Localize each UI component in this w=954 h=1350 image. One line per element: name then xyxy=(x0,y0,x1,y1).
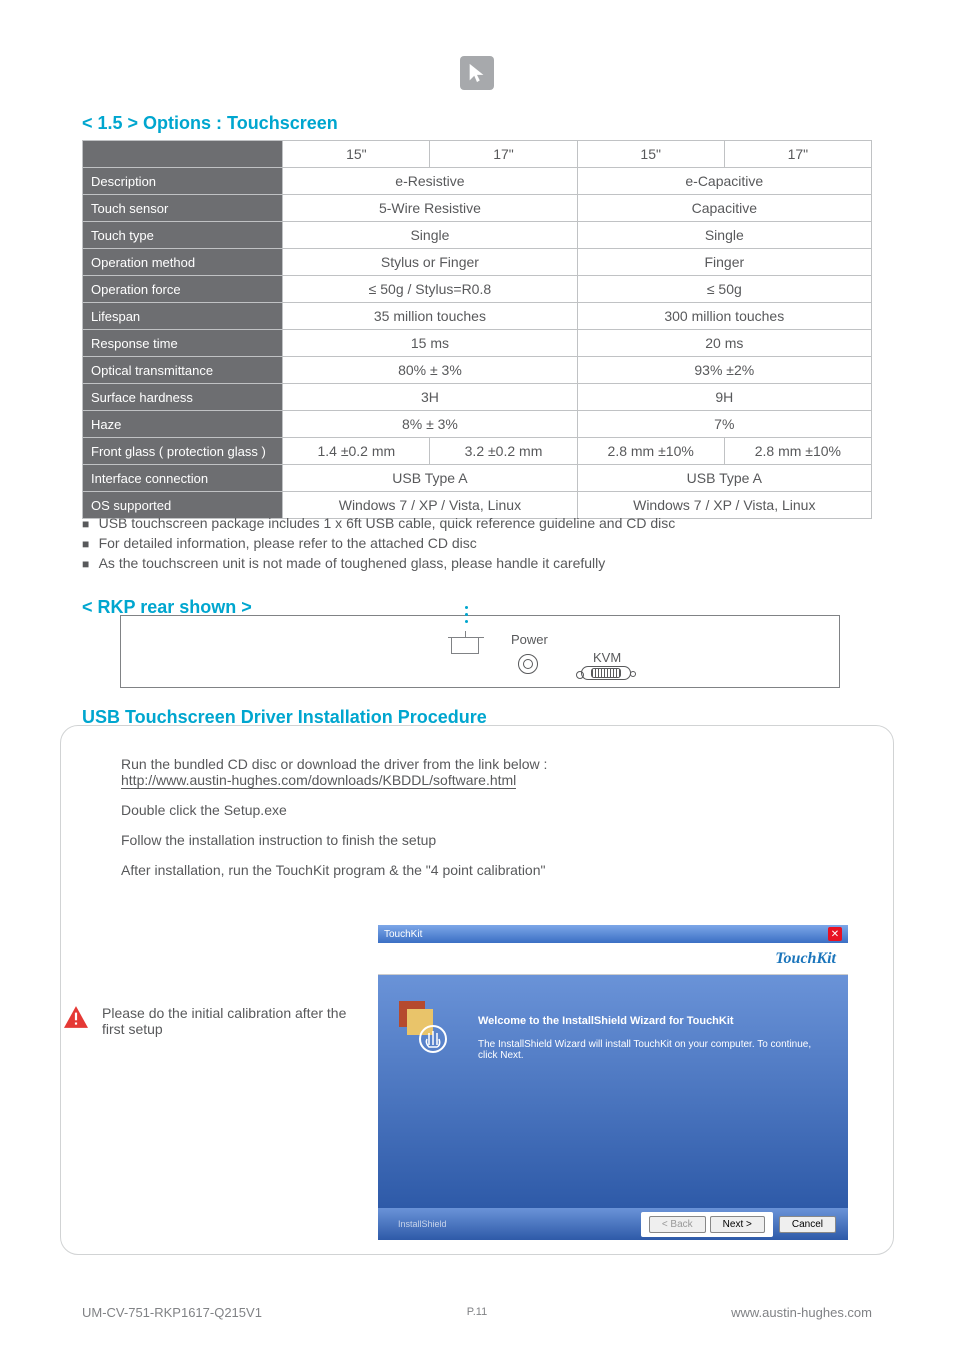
cell: 35 million touches xyxy=(283,303,577,330)
row-label: Optical transmittance xyxy=(83,357,283,384)
page-number: P.11 xyxy=(467,1306,487,1318)
col-header: 15" xyxy=(283,141,430,168)
header-icon xyxy=(460,56,494,90)
installer-welcome-body: The InstallShield Wizard will install To… xyxy=(478,1039,811,1061)
cursor-icon xyxy=(466,62,488,84)
cell: USB Type A xyxy=(283,465,577,492)
step-3: Follow the installation instruction to f… xyxy=(121,832,853,848)
cell: ≤ 50g xyxy=(577,276,871,303)
step-1: Run the bundled CD disc or download the … xyxy=(121,756,853,788)
row-label: Operation method xyxy=(83,249,283,276)
installer-main: Welcome to the InstallShield Wizard for … xyxy=(468,975,848,1208)
cell: 9H xyxy=(577,384,871,411)
footer-url: www.austin-hughes.com xyxy=(731,1305,872,1320)
brand-text: TouchKit xyxy=(775,950,836,968)
row-label: Touch type xyxy=(83,222,283,249)
spec-table: 15" 17" 15" 17" Description e-Resistive … xyxy=(82,140,872,519)
driver-link[interactable]: http://www.austin-hughes.com/downloads/K… xyxy=(121,772,516,789)
steps-list: Run the bundled CD disc or download the … xyxy=(121,756,853,878)
row-label: Description xyxy=(83,168,283,195)
rear-diagram: Power KVM xyxy=(120,615,840,688)
cell: 2.8 mm ±10% xyxy=(577,438,724,465)
row-label: Haze xyxy=(83,411,283,438)
row-label: Interface connection xyxy=(83,465,283,492)
section-title-spec: < 1.5 > Options : Touchscreen xyxy=(82,113,338,134)
row-label xyxy=(83,141,283,168)
col-header: 17" xyxy=(430,141,577,168)
kvm-label: KVM xyxy=(593,650,621,665)
installer-title: TouchKit xyxy=(384,929,422,940)
installshield-label: InstallShield xyxy=(390,1219,447,1229)
cell: e-Resistive xyxy=(283,168,577,195)
step-4: After installation, run the TouchKit pro… xyxy=(121,862,853,878)
cell: 7% xyxy=(577,411,871,438)
note-item: USB touchscreen package includes 1 x 6ft… xyxy=(82,515,675,531)
warning-note: Please do the initial calibration after … xyxy=(62,1005,362,1037)
row-label: Response time xyxy=(83,330,283,357)
cell: Capacitive xyxy=(577,195,871,222)
cell: USB Type A xyxy=(577,465,871,492)
cell: 3.2 ±0.2 mm xyxy=(430,438,577,465)
cell: 8% ± 3% xyxy=(283,411,577,438)
next-button[interactable]: Next > xyxy=(710,1216,765,1233)
cell: 80% ± 3% xyxy=(283,357,577,384)
installer-footer: InstallShield < Back Next > Cancel xyxy=(378,1208,848,1240)
cell: 20 ms xyxy=(577,330,871,357)
cell: 15 ms xyxy=(283,330,577,357)
row-label: Front glass ( protection glass ) xyxy=(83,438,283,465)
cell: Finger xyxy=(577,249,871,276)
note-item: As the touchscreen unit is not made of t… xyxy=(82,555,675,571)
installer-brand: TouchKit xyxy=(378,943,848,975)
installer-titlebar: TouchKit ✕ xyxy=(378,925,848,943)
installer-side xyxy=(378,975,468,1208)
cell: 2.8 mm ±10% xyxy=(724,438,871,465)
note-item: For detailed information, please refer t… xyxy=(82,535,675,551)
cell: 1.4 ±0.2 mm xyxy=(283,438,430,465)
cell: 300 million touches xyxy=(577,303,871,330)
button-group: < Back Next > xyxy=(641,1212,773,1237)
col-header: 17" xyxy=(724,141,871,168)
kvm-port-icon xyxy=(581,666,631,680)
close-icon[interactable]: ✕ xyxy=(828,927,842,941)
usb-port-icon xyxy=(451,638,479,654)
notes-list: USB touchscreen package includes 1 x 6ft… xyxy=(82,515,675,575)
installer-body: Welcome to the InstallShield Wizard for … xyxy=(378,975,848,1208)
row-label: Operation force xyxy=(83,276,283,303)
cell: 5-Wire Resistive xyxy=(283,195,577,222)
row-label: Surface hardness xyxy=(83,384,283,411)
step-text: Run the bundled CD disc or download the … xyxy=(121,756,547,772)
warning-icon xyxy=(62,1005,90,1029)
box-hand-icon xyxy=(393,995,453,1055)
cell: ≤ 50g / Stylus=R0.8 xyxy=(283,276,577,303)
cell: 93% ±2% xyxy=(577,357,871,384)
cell: Single xyxy=(577,222,871,249)
installer-window: TouchKit ✕ TouchKit Welcome to the Insta… xyxy=(378,925,848,1240)
power-icon xyxy=(518,654,538,674)
row-label: Touch sensor xyxy=(83,195,283,222)
doc-code: UM-CV-751-RKP1617-Q215V1 xyxy=(82,1305,262,1320)
installer-welcome-title: Welcome to the InstallShield Wizard for … xyxy=(478,1015,828,1027)
cancel-button[interactable]: Cancel xyxy=(779,1216,836,1233)
cell: Stylus or Finger xyxy=(283,249,577,276)
row-label: Lifespan xyxy=(83,303,283,330)
power-label: Power xyxy=(511,632,548,647)
back-button[interactable]: < Back xyxy=(649,1216,706,1233)
cell: 3H xyxy=(283,384,577,411)
cell: Single xyxy=(283,222,577,249)
step-2: Double click the Setup.exe xyxy=(121,802,853,818)
col-header: 15" xyxy=(577,141,724,168)
cell: e-Capacitive xyxy=(577,168,871,195)
warning-text: Please do the initial calibration after … xyxy=(102,1005,362,1037)
